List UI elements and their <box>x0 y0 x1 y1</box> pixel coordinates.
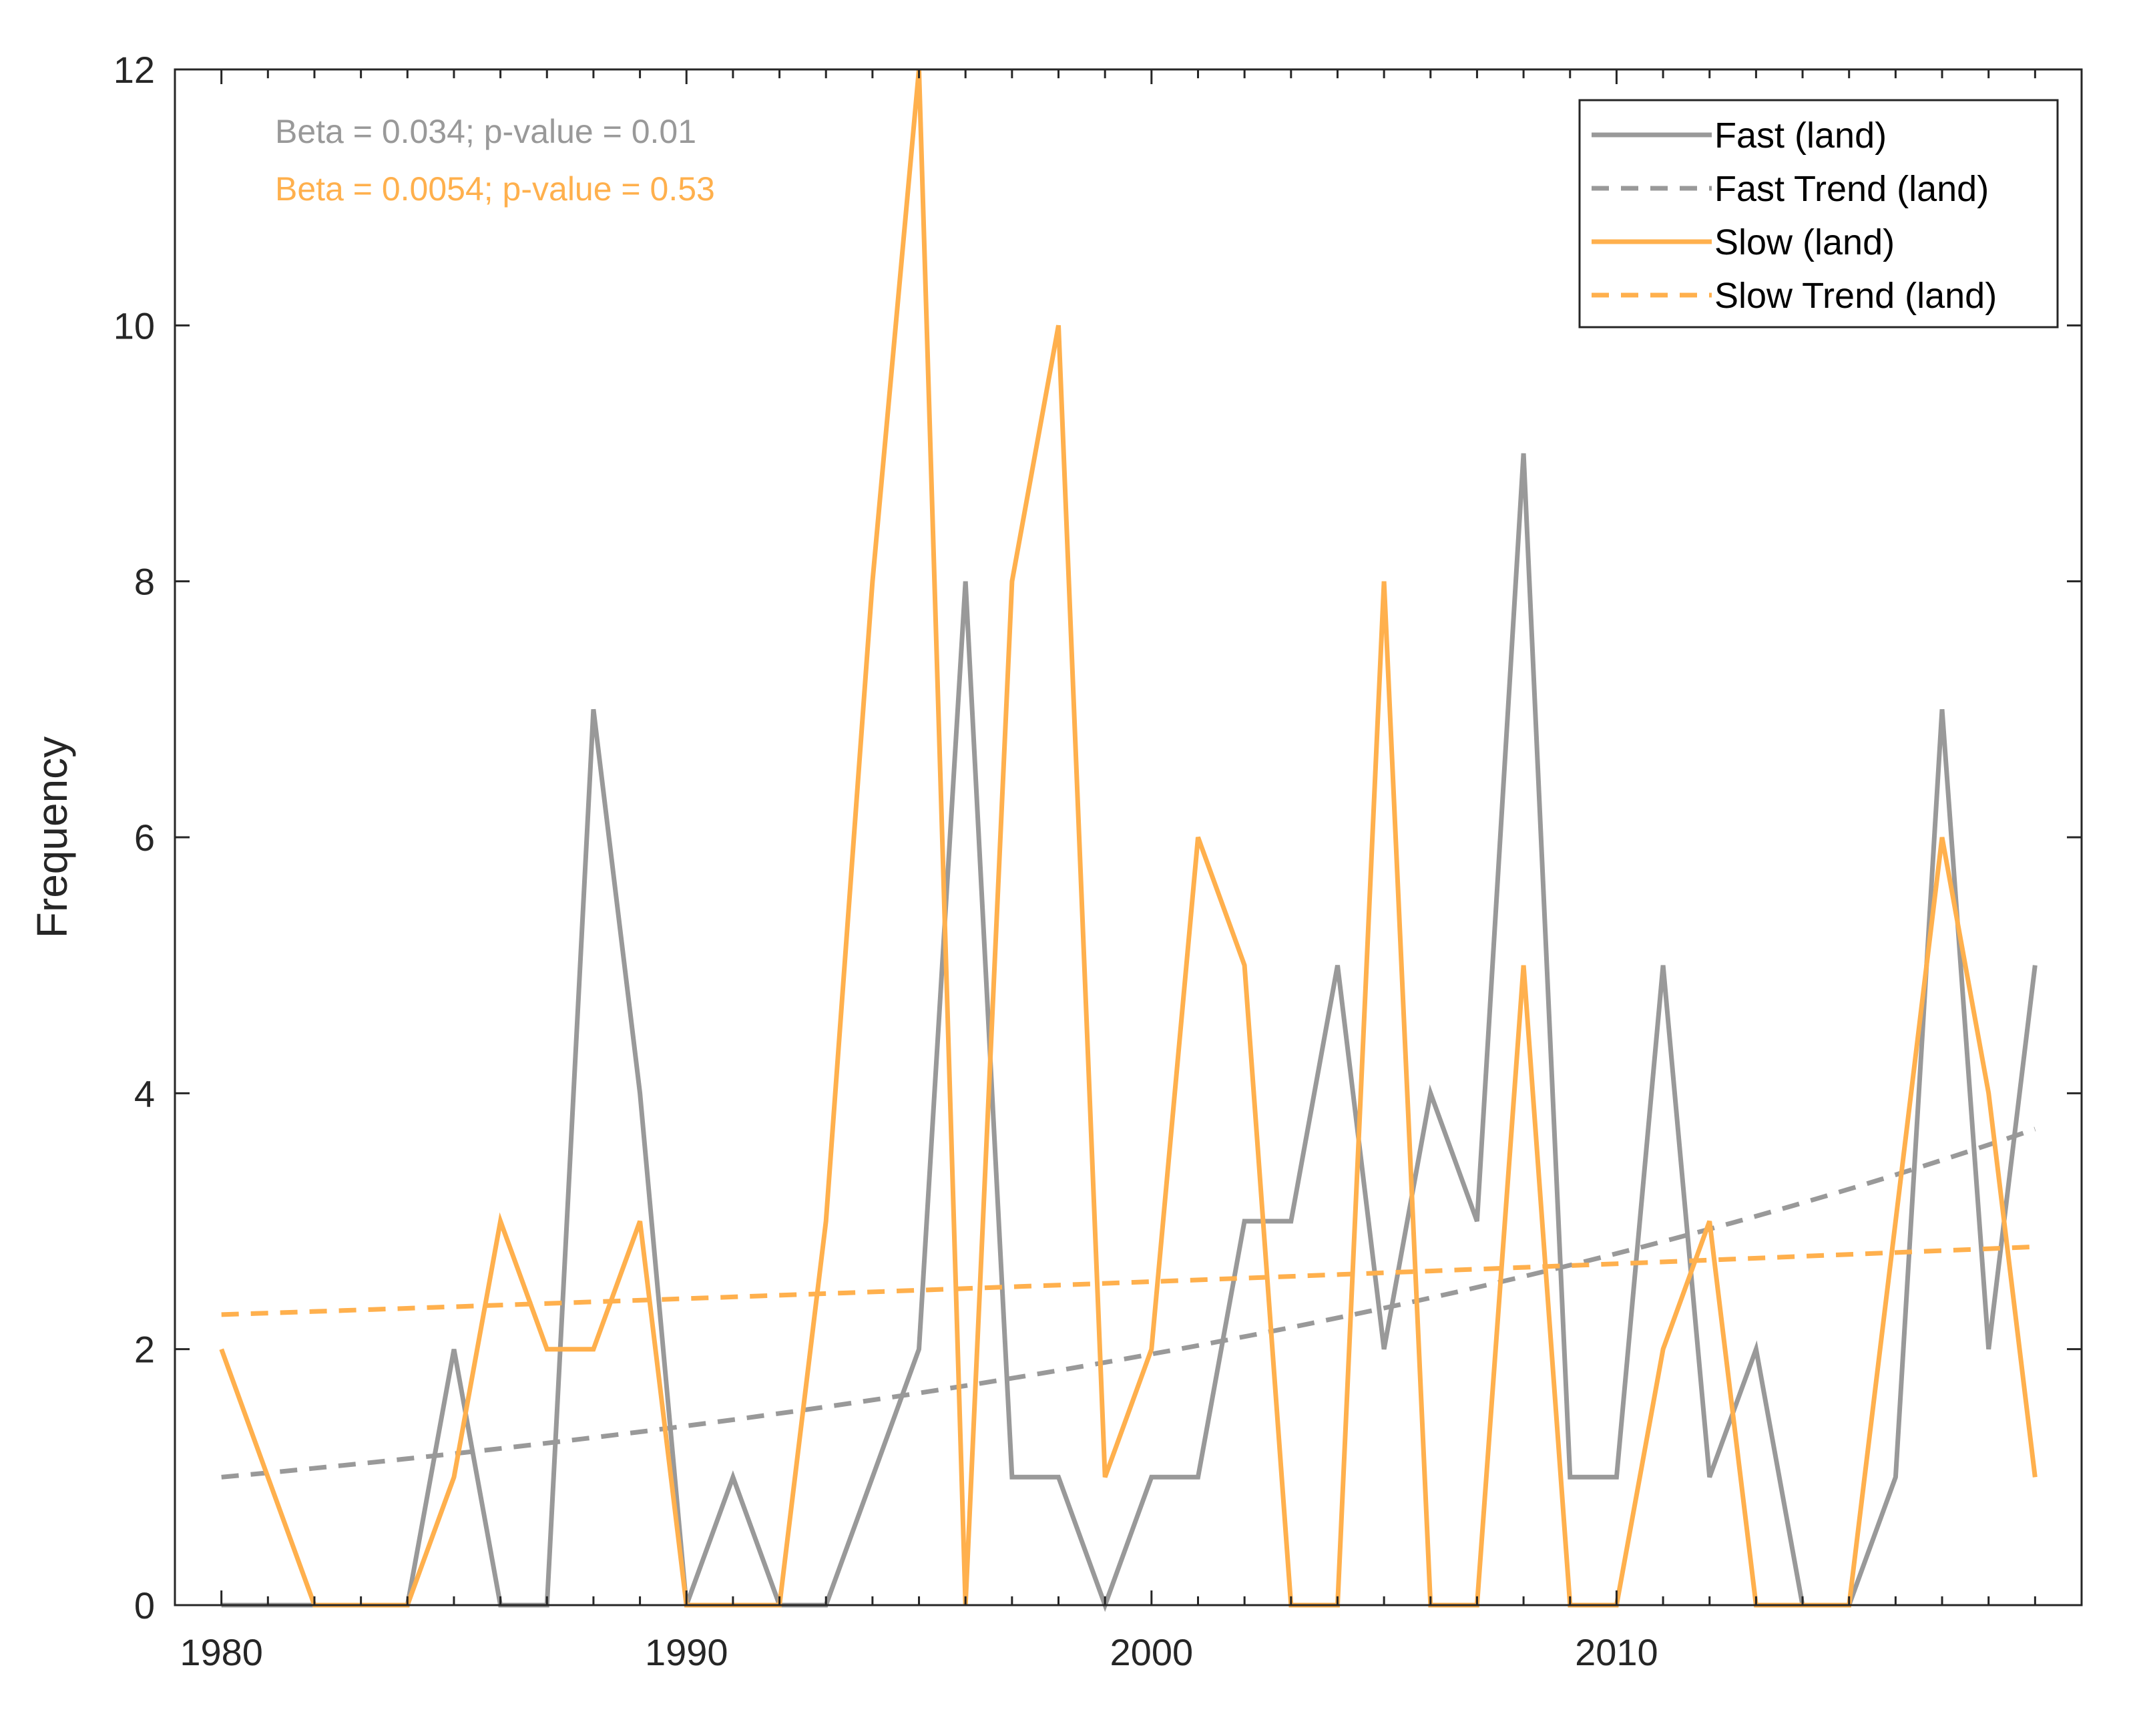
legend: Fast (land) Fast Trend (land) Slow (land) S… <box>1578 99 2059 329</box>
legend-label: Fast Trend (land) <box>1714 169 1989 209</box>
x-tick-label: 1990 <box>645 1631 728 1673</box>
annotation-slow-stats: Beta = 0.0054; p-value = 0.53 <box>275 170 715 208</box>
x-tick-label: 2010 <box>1575 1631 1658 1673</box>
y-tick-label: 8 <box>134 561 155 603</box>
y-tick-label: 6 <box>134 817 155 859</box>
legend-label: Slow Trend (land) <box>1714 276 1997 316</box>
legend-label: Fast (land) <box>1714 116 1887 156</box>
axes: 1980 1990 2000 2010 0 2 4 6 8 10 12 <box>113 49 2083 1673</box>
y-axis-title: Frequency <box>28 736 76 938</box>
legend-label: Slow (land) <box>1714 222 1895 262</box>
annotation-fast-stats: Beta = 0.034; p-value = 0.01 <box>275 113 696 150</box>
y-tick-label: 10 <box>113 304 155 347</box>
x-tick-label: 1980 <box>180 1631 263 1673</box>
annotations: Beta = 0.034; p-value = 0.01 Beta = 0.00… <box>275 113 715 208</box>
x-tick-label: 2000 <box>1110 1631 1194 1673</box>
y-tick-label: 0 <box>134 1584 155 1626</box>
legend-box <box>1578 99 2059 329</box>
y-tick-label: 2 <box>134 1329 155 1371</box>
series-line-1 <box>221 1126 2036 1480</box>
series-line-3 <box>221 1244 2036 1317</box>
y-tick-label: 4 <box>134 1072 155 1114</box>
series-line-2 <box>219 69 2038 1608</box>
y-tick-label: 12 <box>113 49 155 91</box>
